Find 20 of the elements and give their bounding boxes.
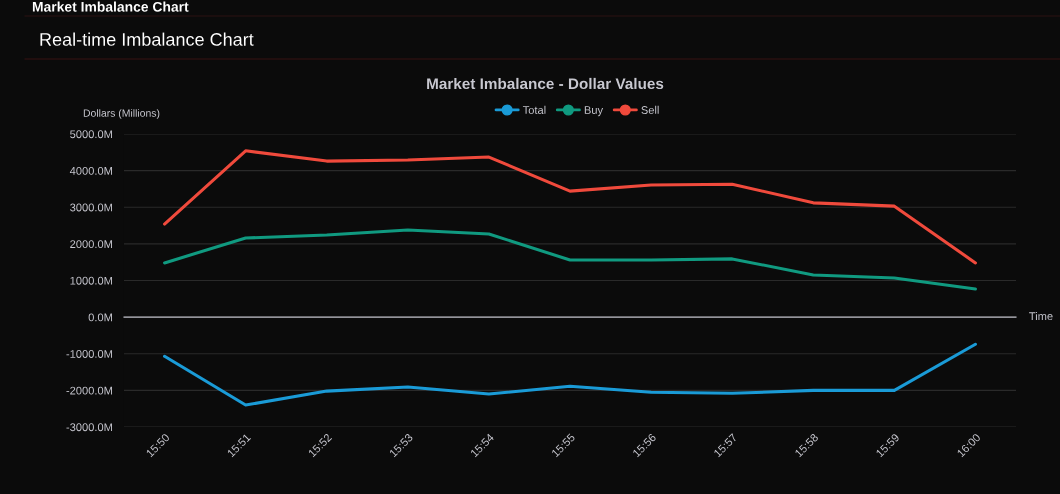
y-tick-label: -3000.0M	[66, 423, 112, 432]
y-tick-label: 5000.0M	[70, 130, 112, 139]
line-series	[163, 149, 977, 265]
legend-label: Total	[522, 105, 546, 114]
line-series	[163, 342, 977, 407]
legend-label: Buy	[584, 106, 604, 117]
y-tick-label: -2000.0M	[66, 386, 112, 395]
x-axis-title: Time	[1029, 311, 1053, 321]
y-tick-label: 0.0M	[88, 313, 112, 322]
y-tick-label: 4000.0M	[69, 166, 112, 175]
y-tick-label: 2000.0M	[70, 240, 112, 249]
y-tick-label: -1000.0M	[66, 350, 112, 358]
legend-label: Sell	[641, 105, 659, 114]
text: Real-time Imbalance Chart	[40, 32, 254, 46]
y-tick-label: 3000.0M	[70, 203, 112, 212]
y-axis-title: Dollars (Millions)	[83, 109, 160, 119]
chart-title: Market Imbalance - Dollar Values	[427, 77, 664, 90]
line-series	[163, 228, 977, 291]
y-tick-label: 1000.0M	[70, 276, 112, 285]
text: Market Imbalance Chart	[32, 1, 189, 12]
